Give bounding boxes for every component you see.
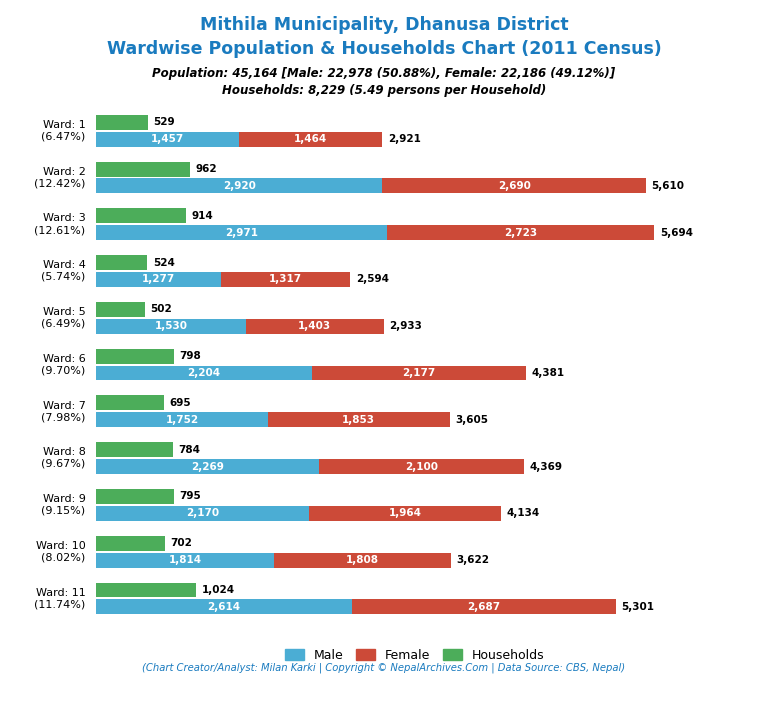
Bar [96,442,173,457]
Text: 2,920: 2,920 [223,181,256,191]
Text: 5,610: 5,610 [651,181,684,191]
Bar [268,413,449,427]
Bar [96,255,147,270]
Text: 2,614: 2,614 [207,602,240,612]
Bar [96,366,312,381]
Text: 2,594: 2,594 [356,275,389,285]
Text: 2,690: 2,690 [498,181,531,191]
Bar [312,366,525,381]
Text: 1,808: 1,808 [346,555,379,565]
Bar [309,506,502,521]
Text: 1,853: 1,853 [343,415,376,425]
Text: 4,369: 4,369 [530,462,563,471]
Text: 2,269: 2,269 [190,462,223,471]
Bar [239,131,382,147]
Bar [274,552,452,567]
Bar [96,552,274,567]
Text: 795: 795 [180,491,201,501]
Text: 502: 502 [151,305,172,315]
Bar [387,225,654,240]
Bar [96,302,145,317]
Text: 2,933: 2,933 [389,321,422,332]
Text: 914: 914 [191,211,213,221]
Text: 3,622: 3,622 [457,555,489,565]
Bar [96,459,319,474]
Text: Households: 8,229 (5.49 persons per Household): Households: 8,229 (5.49 persons per Hous… [222,84,546,97]
Text: 2,921: 2,921 [388,134,421,144]
Bar [221,272,350,287]
Text: 1,024: 1,024 [202,585,235,595]
Text: (Chart Creator/Analyst: Milan Karki | Copyright © NepalArchives.Com | Data Sourc: (Chart Creator/Analyst: Milan Karki | Co… [142,662,626,673]
Text: 2,204: 2,204 [187,368,220,378]
Bar [96,599,353,614]
Bar [96,225,387,240]
Bar [96,115,148,130]
Bar [96,413,268,427]
Text: 702: 702 [170,538,192,548]
Bar [96,349,174,364]
Bar [96,131,239,147]
Text: 2,723: 2,723 [505,228,538,238]
Bar [319,459,525,474]
Text: 1,964: 1,964 [389,508,422,518]
Text: 784: 784 [178,444,200,454]
Text: 3,605: 3,605 [455,415,488,425]
Text: 962: 962 [196,164,217,174]
Text: Population: 45,164 [Male: 22,978 (50.88%), Female: 22,186 (49.12%)]: Population: 45,164 [Male: 22,978 (50.88%… [152,67,616,80]
Text: 2,971: 2,971 [225,228,258,238]
Text: 4,381: 4,381 [531,368,564,378]
Bar [96,489,174,504]
Bar [246,319,384,334]
Text: 524: 524 [153,258,174,268]
Bar [96,536,165,551]
Text: 5,301: 5,301 [621,602,654,612]
Bar [382,178,646,193]
Text: 2,170: 2,170 [186,508,219,518]
Bar [96,272,221,287]
Bar [353,599,616,614]
Text: 1,277: 1,277 [142,275,175,285]
Text: Mithila Municipality, Dhanusa District: Mithila Municipality, Dhanusa District [200,16,568,34]
Text: 1,317: 1,317 [270,275,303,285]
Bar [96,395,164,410]
Text: 4,134: 4,134 [507,508,540,518]
Text: 1,814: 1,814 [168,555,201,565]
Text: 1,530: 1,530 [154,321,187,332]
Text: 2,100: 2,100 [405,462,438,471]
Legend: Male, Female, Households: Male, Female, Households [280,644,549,667]
Text: 2,177: 2,177 [402,368,435,378]
Text: Wardwise Population & Households Chart (2011 Census): Wardwise Population & Households Chart (… [107,40,661,58]
Text: 1,457: 1,457 [151,134,184,144]
Bar [96,319,246,334]
Bar [96,208,186,224]
Text: 695: 695 [170,398,191,408]
Text: 1,464: 1,464 [294,134,327,144]
Text: 1,403: 1,403 [298,321,332,332]
Bar [96,162,190,177]
Bar [96,582,197,598]
Text: 529: 529 [154,117,175,127]
Text: 2,687: 2,687 [468,602,501,612]
Text: 1,752: 1,752 [165,415,198,425]
Text: 5,694: 5,694 [660,228,693,238]
Text: 798: 798 [180,351,201,361]
Bar [96,506,309,521]
Bar [96,178,382,193]
